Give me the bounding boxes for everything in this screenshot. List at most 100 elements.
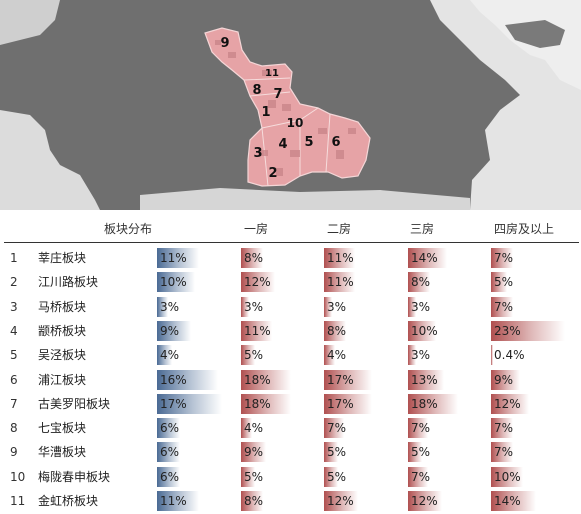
value-label: 14% [494,494,521,508]
map-label: 4 [278,137,287,152]
value-label: 10% [160,275,187,290]
value-bar [491,491,536,511]
value-label: 6% [160,445,180,460]
table-row: 1 莘庄板块 11% 8% 11% 14% 7% [0,246,581,270]
value-bar [324,491,358,511]
value-label: 5% [327,469,347,484]
value-bar [324,418,344,439]
map-label: 8 [252,83,261,98]
value-bar [157,296,168,317]
value-bar [324,393,372,414]
map-light-area-west [0,110,100,210]
value-bar [157,345,172,366]
value-bar [408,466,428,487]
value-bar [241,442,266,463]
value-label: 7% [494,299,514,314]
value-label: 10% [494,469,521,484]
value-label: 17% [327,396,354,411]
table-row: 2 江川路板块 10% 12% 11% 8% 5% [0,270,581,294]
value-label: 8% [411,275,431,290]
value-bar [241,248,263,268]
map-light-area-northwest [0,0,60,45]
value-label: 7% [327,421,347,436]
map-label: 10 [287,116,304,130]
value-bar [408,369,444,390]
map-light-area-northeast [470,0,581,90]
value-bar [408,296,416,317]
district-name: 梅陇春申板块 [38,469,111,484]
value-label: 3% [160,299,180,314]
value-label: 12% [327,494,354,508]
value-label: 12% [494,396,521,411]
value-bar [491,272,507,293]
value-bar [241,272,275,293]
header-four-plus-room: 四房及以上 [494,222,555,236]
value-bar [324,320,346,341]
table-row: 4 颛桥板块 9% 11% 8% 10% 23% [0,319,581,343]
row-index: 5 [10,348,18,363]
value-label: 16% [160,372,187,387]
district-name: 莘庄板块 [38,251,87,265]
value-bar [324,466,338,487]
value-label: 4% [327,348,347,363]
district-name: 七宝板块 [38,421,87,436]
value-bar [408,272,430,293]
row-index: 9 [10,445,18,460]
map-label: 1 [261,105,270,120]
district-name: 金虹桥板块 [38,494,99,508]
value-label: 8% [244,494,264,508]
value-label: 5% [494,275,514,290]
value-bar [157,393,222,414]
header-two-room: 二房 [327,222,352,236]
row-index: 10 [10,469,26,484]
urban-texture [215,40,356,176]
value-label: 11% [244,323,271,338]
table-row: 8 七宝板块 6% 4% 7% 7% 7% [0,416,581,440]
table-row: 10 梅陇春申板块 6% 5% 5% 7% 10% [0,465,581,489]
value-label: 7% [494,421,514,436]
value-bar [241,369,291,390]
value-bar [157,418,180,439]
table-row: 11 金虹桥板块 11% 8% 12% 12% 14% [0,489,581,513]
map-water-island [505,20,565,48]
district-name: 马桥板块 [38,299,87,314]
table-row: 7 古美罗阳板块 17% 18% 17% 18% 12% [0,392,581,416]
value-bar [491,418,513,439]
value-label: 6% [160,421,180,436]
value-label: 18% [244,396,271,411]
map-light-area-south [140,188,470,210]
value-bar [491,248,513,268]
value-label: 3% [244,299,264,314]
row-index: 1 [10,251,18,265]
value-label: 5% [244,348,264,363]
value-label: 7% [411,421,431,436]
value-bar [408,418,428,439]
value-label: 8% [244,251,264,265]
district-name: 颛桥板块 [38,323,87,338]
map-label: 9 [220,36,229,51]
value-bar [157,272,195,293]
table-row: 5 吴泾板块 4% 5% 4% 3% 0.4% [0,343,581,367]
value-label: 8% [327,323,347,338]
value-label: 11% [160,251,187,265]
value-bar [157,320,191,341]
value-bar [157,491,199,511]
value-bar [491,442,513,463]
value-label: 6% [160,469,180,484]
value-bar [241,491,263,511]
row-index: 11 [10,494,26,508]
header-three-room: 三房 [410,222,435,236]
value-label: 3% [327,299,347,314]
district-name: 吴泾板块 [38,348,87,363]
table-row: 9 华漕板块 6% 9% 5% 5% 7% [0,440,581,464]
map-label: 2 [268,166,277,181]
value-label: 23% [494,323,521,338]
distribution-table: 板块分布 一房 二房 三房 四房及以上 1 莘庄板块 11% 8% 11% 14% 7% 2 江… [0,216,581,514]
value-label: 4% [244,421,264,436]
value-label: 12% [411,494,438,508]
district-name: 华漕板块 [38,445,87,460]
value-bar [241,466,255,487]
value-bar [491,320,565,341]
value-label: 7% [411,469,431,484]
value-bar [324,272,355,293]
